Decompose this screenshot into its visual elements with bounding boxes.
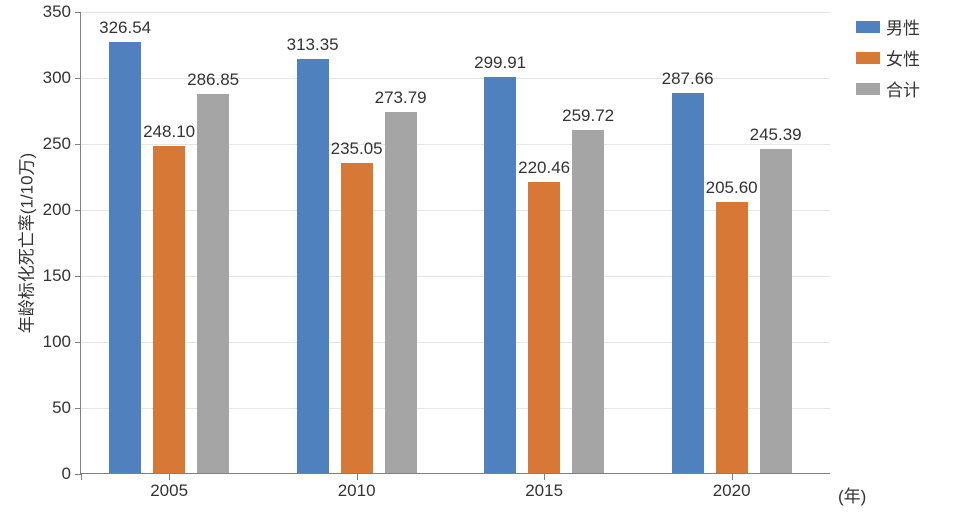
- bar-男性: 313.35: [297, 59, 329, 473]
- legend-item: 合计: [856, 76, 920, 101]
- legend-item: 男性: [856, 14, 920, 39]
- bar-男性: 287.66: [672, 93, 704, 473]
- x-tick-label: 2020: [713, 473, 751, 501]
- bar-value-label: 235.05: [331, 139, 383, 163]
- bar-男性: 326.54: [109, 42, 141, 473]
- x-tick-label: 2010: [338, 473, 376, 501]
- legend-swatch: [856, 52, 880, 64]
- x-tick-mark: [81, 474, 82, 480]
- legend: 男性女性合计: [856, 14, 920, 107]
- bar-value-label: 326.54: [99, 18, 151, 42]
- bar-女性: 220.46: [528, 182, 560, 473]
- y-tick-label: 300: [43, 68, 81, 88]
- bar-合计: 259.72: [572, 130, 604, 473]
- bar-value-label: 259.72: [562, 106, 614, 130]
- bar-女性: 205.60: [716, 202, 748, 473]
- chart-container: 050100150200250300350326.54248.10286.852…: [0, 0, 954, 532]
- y-tick-label: 100: [43, 332, 81, 352]
- plot-area: 050100150200250300350326.54248.10286.852…: [80, 12, 830, 474]
- x-tick-label: 2005: [150, 473, 188, 501]
- bar-value-label: 205.60: [706, 178, 758, 202]
- legend-label: 合计: [886, 76, 920, 101]
- bar-value-label: 286.85: [187, 70, 239, 94]
- bar-value-label: 313.35: [287, 35, 339, 59]
- y-tick-label: 0: [62, 464, 81, 484]
- bar-value-label: 273.79: [375, 88, 427, 112]
- bar-男性: 299.91: [484, 77, 516, 473]
- legend-swatch: [856, 83, 880, 95]
- legend-label: 女性: [886, 45, 920, 70]
- y-tick-label: 150: [43, 266, 81, 286]
- legend-item: 女性: [856, 45, 920, 70]
- y-tick-label: 200: [43, 200, 81, 220]
- bar-女性: 248.10: [153, 146, 185, 473]
- bar-合计: 286.85: [197, 94, 229, 473]
- legend-label: 男性: [886, 14, 920, 39]
- y-axis-title: 年龄标化死亡率(1/10万): [13, 153, 38, 333]
- bar-合计: 245.39: [760, 149, 792, 473]
- bar-value-label: 220.46: [518, 158, 570, 182]
- bar-value-label: 248.10: [143, 122, 195, 146]
- y-tick-label: 350: [43, 2, 81, 22]
- legend-swatch: [856, 21, 880, 33]
- bar-value-label: 287.66: [662, 69, 714, 93]
- bar-value-label: 245.39: [750, 125, 802, 149]
- y-tick-label: 50: [52, 398, 81, 418]
- bar-合计: 273.79: [385, 112, 417, 473]
- y-tick-label: 250: [43, 134, 81, 154]
- bar-value-label: 299.91: [474, 53, 526, 77]
- x-tick-label: 2015: [525, 473, 563, 501]
- gridline: [81, 12, 830, 13]
- x-axis-unit-label: (年): [838, 482, 866, 507]
- bar-女性: 235.05: [341, 163, 373, 473]
